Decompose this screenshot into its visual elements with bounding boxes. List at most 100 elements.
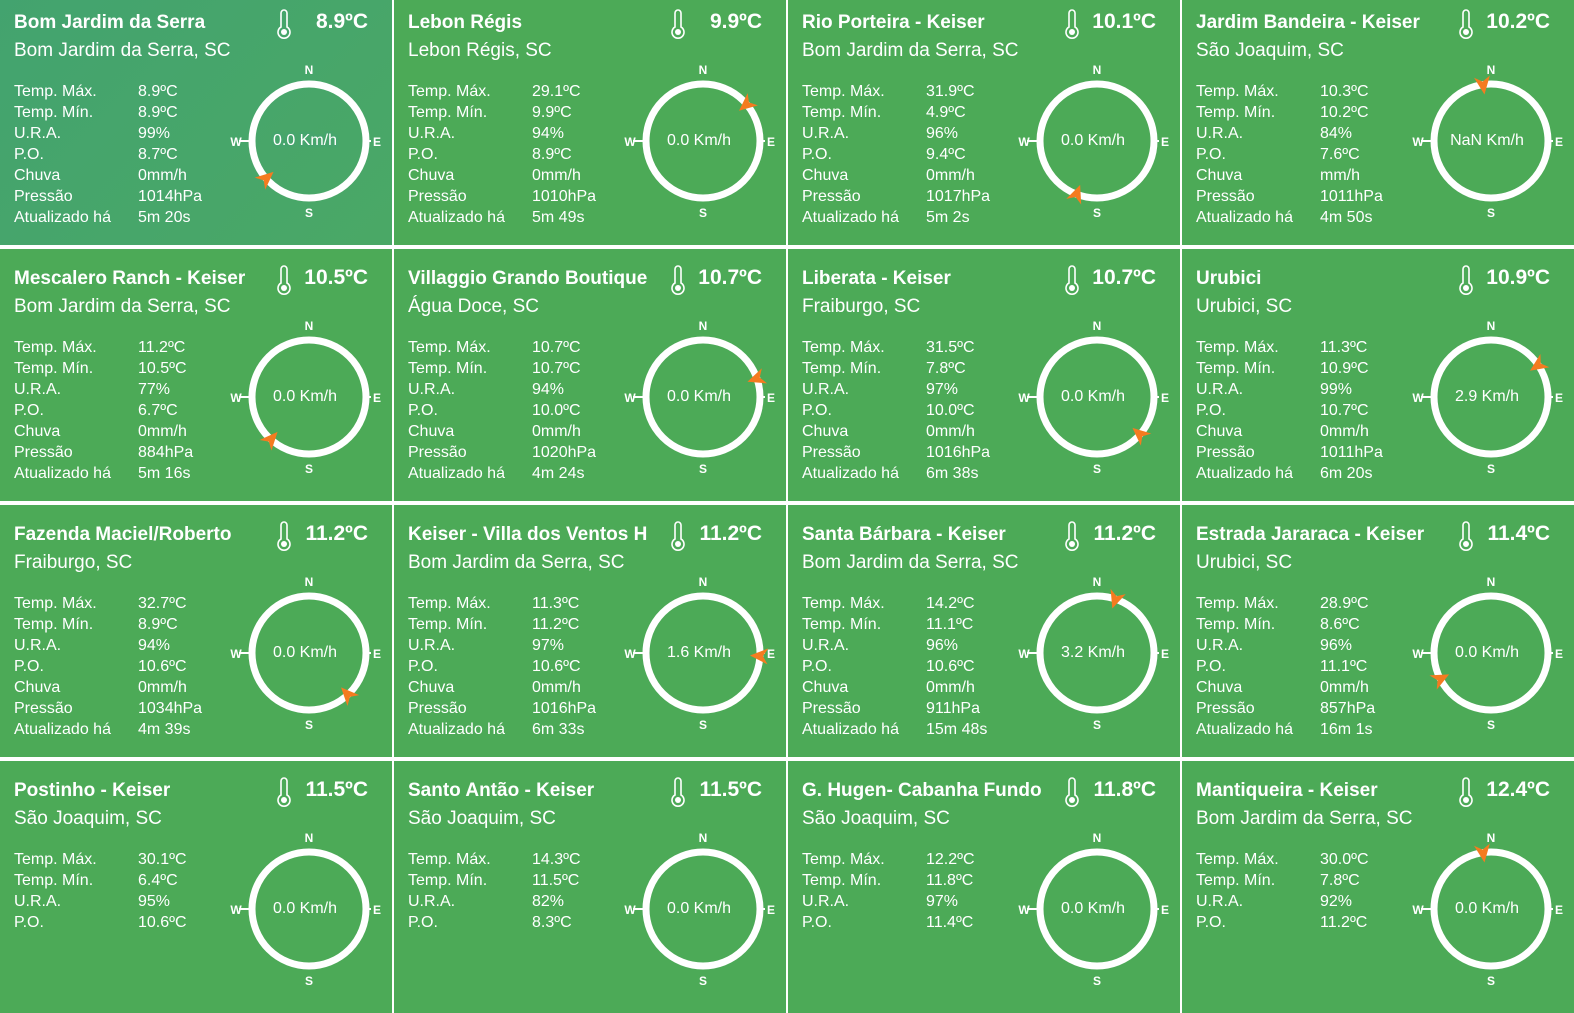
field-label: Chuva: [1196, 679, 1243, 696]
compass-e: E: [373, 391, 381, 405]
thermometer-bulb: [281, 541, 287, 547]
field-value: 4.9ºC: [926, 104, 966, 121]
field-value: 4m 39s: [138, 721, 191, 738]
wind-compass: N S W E 0.0 Km/h: [230, 777, 381, 988]
field-value: 1017hPa: [926, 188, 991, 205]
wind-speed: 0.0 Km/h: [273, 388, 337, 405]
field-label: U.R.A.: [802, 637, 850, 654]
field-label: Pressão: [1196, 700, 1255, 717]
field-value: 94%: [532, 125, 565, 142]
field-label: Temp. Máx.: [408, 595, 491, 612]
wind-arrow: [259, 431, 278, 451]
field-value: 6m 20s: [1320, 465, 1373, 482]
field-label: Temp. Máx.: [802, 851, 885, 868]
station-temperature: 11.2ºC: [699, 522, 762, 545]
compass-s: S: [305, 462, 313, 476]
field-value: 0mm/h: [532, 423, 581, 440]
field-value: 77%: [138, 381, 171, 398]
station-temperature: 11.5ºC: [305, 778, 368, 801]
compass-w: W: [1412, 391, 1424, 405]
wind-speed: 0.0 Km/h: [667, 388, 731, 405]
station-name: G. Hugen- Cabanha Fundo: [802, 780, 1042, 801]
station-temperature: 10.1ºC: [1092, 10, 1156, 33]
station-temperature: 9.9ºC: [709, 10, 762, 33]
wind-compass: N S W E 0.0 Km/h: [1412, 521, 1563, 732]
wind-speed: 0.0 Km/h: [1061, 900, 1125, 917]
wind-compass: N S W E 0.0 Km/h: [230, 265, 381, 476]
station-card: Liberata - Keiser 10.7ºC Fraiburgo, SC Temp…: [788, 249, 1180, 501]
field-label: Atualizado há: [14, 465, 111, 482]
station-name: Mescalero Ranch - Keiser: [14, 268, 246, 289]
field-label: P.O.: [1196, 658, 1226, 675]
compass-w: W: [1018, 647, 1030, 661]
wind-compass: N S W E 0.0 Km/h: [230, 521, 381, 732]
compass-s: S: [1093, 206, 1101, 220]
station-card: Jardim Bandeira - Keiser 10.2ºC São Joaqui…: [1182, 0, 1574, 245]
thermometer-icon: [671, 777, 685, 807]
field-value: 11.2ºC: [138, 339, 186, 356]
field-label: Pressão: [14, 188, 73, 205]
station-card: Santo Antão - Keiser 11.5ºC São Joaquim, S…: [394, 761, 786, 1013]
wind-arrow: [341, 687, 360, 706]
station-name: Santo Antão - Keiser: [408, 780, 595, 801]
field-value: 10.7ºC: [1320, 402, 1369, 419]
field-value: 6m 38s: [926, 465, 979, 482]
field-value: 92%: [1320, 893, 1353, 910]
thermometer-bulb: [675, 797, 681, 803]
wind-speed: 0.0 Km/h: [273, 900, 337, 917]
wind-speed: 3.2 Km/h: [1061, 644, 1125, 661]
field-value: 95%: [138, 893, 171, 910]
field-value: 1016hPa: [532, 700, 597, 717]
field-value: 8.3ºC: [532, 914, 572, 931]
compass-s: S: [305, 974, 313, 988]
field-value: 30.0ºC: [1320, 851, 1369, 868]
compass-e: E: [767, 903, 775, 917]
field-label: Temp. Máx.: [1196, 83, 1279, 100]
station-location: Bom Jardim da Serra, SC: [802, 40, 1019, 61]
compass-e: E: [767, 391, 775, 405]
field-value: 11.2ºC: [1320, 914, 1368, 931]
field-value: 10.0ºC: [926, 402, 975, 419]
wind-speed: 0.0 Km/h: [1061, 132, 1125, 149]
station-location: Bom Jardim da Serra, SC: [14, 296, 231, 317]
compass-e: E: [373, 135, 381, 149]
station-location: Bom Jardim da Serra, SC: [14, 40, 231, 61]
thermometer-icon: [1065, 9, 1079, 39]
thermometer-bulb: [1069, 797, 1075, 803]
field-value: 8.9ºC: [138, 616, 178, 633]
compass-n: N: [699, 63, 708, 77]
field-value: 5m 16s: [138, 465, 191, 482]
field-label: Pressão: [802, 444, 861, 461]
field-label: P.O.: [408, 146, 438, 163]
field-label: Temp. Mín.: [14, 360, 94, 377]
compass-s: S: [1093, 718, 1101, 732]
field-value: 97%: [926, 893, 959, 910]
wind-compass: N S W E 0.0 Km/h: [1018, 777, 1169, 988]
field-value: 11.5ºC: [532, 872, 580, 889]
field-value: 9.9ºC: [532, 104, 572, 121]
field-value: 84%: [1320, 125, 1353, 142]
field-value: 8.9ºC: [138, 104, 178, 121]
compass-w: W: [1018, 391, 1030, 405]
field-value: 11.3ºC: [532, 595, 580, 612]
station-temperature: 11.2ºC: [305, 522, 368, 545]
field-label: P.O.: [408, 658, 438, 675]
compass-s: S: [699, 462, 707, 476]
field-value: 31.5ºC: [926, 339, 975, 356]
station-name: Jardim Bandeira - Keiser: [1196, 12, 1420, 33]
thermometer-icon: [277, 521, 291, 551]
station-name: Postinho - Keiser: [14, 780, 171, 801]
compass-n: N: [1093, 831, 1102, 845]
field-label: Chuva: [802, 679, 849, 696]
field-label: Chuva: [1196, 167, 1243, 184]
compass-w: W: [1018, 135, 1030, 149]
compass-n: N: [1487, 575, 1496, 589]
field-label: Temp. Mín.: [802, 104, 882, 121]
field-label: P.O.: [408, 402, 438, 419]
field-value: 7.8ºC: [926, 360, 966, 377]
field-label: Temp. Mín.: [14, 104, 94, 121]
field-value: 30.1ºC: [138, 851, 187, 868]
station-name: Estrada Jararaca - Keiser: [1196, 524, 1425, 545]
field-value: 10.3ºC: [1320, 83, 1369, 100]
field-label: Temp. Máx.: [14, 339, 97, 356]
